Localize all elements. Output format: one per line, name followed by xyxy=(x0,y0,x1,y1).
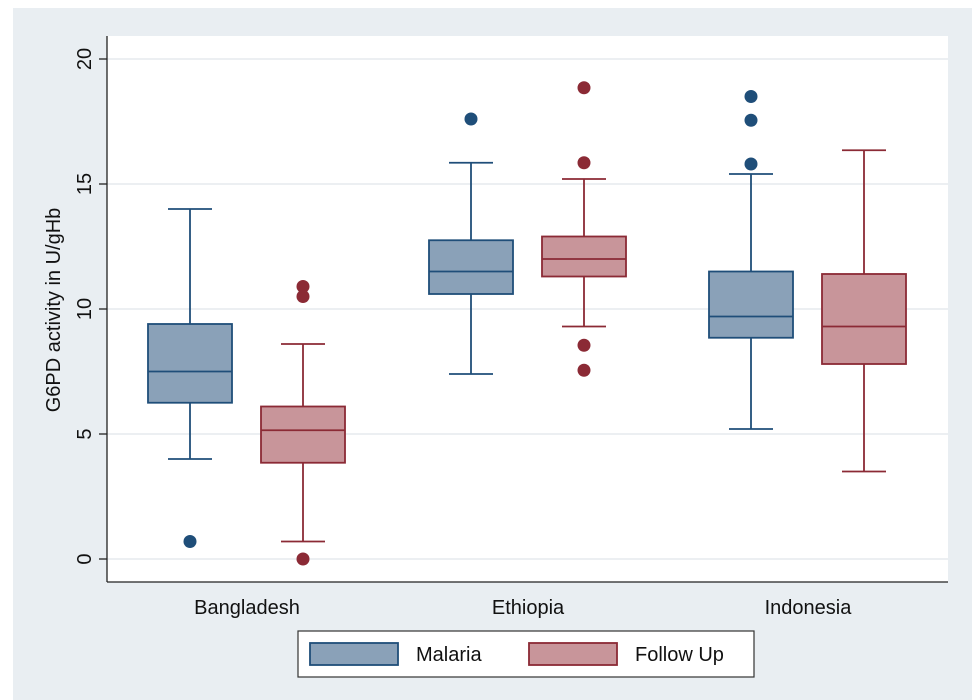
box-follow-up-ethiopia-outlier-0 xyxy=(577,363,591,377)
box-follow-up-ethiopia-outlier-1 xyxy=(577,338,591,352)
y-tick-label-5: 5 xyxy=(74,428,96,439)
legend-swatch-malaria xyxy=(309,642,399,666)
box-malaria-bangladesh-iqr-box xyxy=(147,323,233,404)
y-tick-label-10: 10 xyxy=(74,298,96,320)
box-follow-up-bangladesh-outlier-1 xyxy=(296,290,310,303)
box-follow-up-bangladesh-outlier-2 xyxy=(296,280,310,293)
box-malaria-indonesia-iqr-box xyxy=(708,270,794,339)
legend-label-malaria: Malaria xyxy=(416,644,482,666)
box-follow-up-ethiopia-outlier-2 xyxy=(577,156,591,170)
box-follow-up-bangladesh-outlier-0 xyxy=(296,552,310,566)
y-tick-label-20: 20 xyxy=(74,48,96,70)
x-category-label-bangladesh: Bangladesh xyxy=(194,597,300,619)
box-follow-up-bangladesh-iqr-box xyxy=(260,405,346,464)
x-category-label-ethiopia: Ethiopia xyxy=(492,597,565,619)
legend-swatch-follow-up xyxy=(528,642,618,666)
box-follow-up-ethiopia-outlier-3 xyxy=(577,81,591,95)
box-follow-up-indonesia-iqr-box xyxy=(821,273,907,365)
box-malaria-ethiopia-outlier-0 xyxy=(464,112,478,126)
legend-label-follow-up: Follow Up xyxy=(635,644,724,666)
box-malaria-bangladesh-outlier-0 xyxy=(183,535,197,548)
box-malaria-indonesia-outlier-0 xyxy=(744,157,758,171)
y-axis-title: G6PD activity in U/gHb xyxy=(43,208,65,413)
box-malaria-ethiopia-iqr-box xyxy=(428,239,514,295)
x-category-label-indonesia: Indonesia xyxy=(765,597,853,619)
y-tick-label-0: 0 xyxy=(74,553,96,564)
box-malaria-indonesia-outlier-1 xyxy=(744,113,758,127)
box-follow-up-ethiopia-iqr-box xyxy=(541,235,627,278)
box-malaria-indonesia-outlier-2 xyxy=(744,90,758,103)
y-tick-label-15: 15 xyxy=(74,173,96,195)
